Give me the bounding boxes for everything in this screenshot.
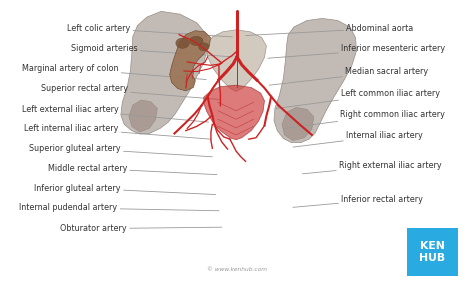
Polygon shape [282, 107, 314, 141]
Text: Internal iliac artery: Internal iliac artery [293, 131, 423, 147]
Polygon shape [204, 85, 264, 140]
Text: Median sacral artery: Median sacral artery [269, 67, 428, 85]
Text: Inferior rectal artery: Inferior rectal artery [293, 195, 423, 207]
Text: Right common iliac artery: Right common iliac artery [284, 110, 445, 128]
Ellipse shape [176, 38, 189, 48]
Polygon shape [170, 31, 210, 91]
Text: Superior gluteal artery: Superior gluteal artery [29, 144, 212, 157]
Text: Sigmoid arteries: Sigmoid arteries [71, 44, 232, 57]
Text: Abdominal aorta: Abdominal aorta [246, 24, 413, 36]
Text: Right external iliac artery: Right external iliac artery [302, 161, 442, 174]
Polygon shape [274, 18, 356, 143]
Text: Obturator artery: Obturator artery [60, 224, 222, 233]
Text: Left external iliac artery: Left external iliac artery [22, 105, 209, 122]
Text: Left internal iliac artery: Left internal iliac artery [24, 124, 211, 139]
Text: Middle rectal artery: Middle rectal artery [48, 164, 217, 175]
Polygon shape [207, 30, 266, 91]
Ellipse shape [190, 36, 203, 45]
Text: © www.kenhub.com: © www.kenhub.com [207, 267, 267, 272]
Polygon shape [121, 11, 208, 134]
FancyBboxPatch shape [407, 228, 458, 276]
Polygon shape [129, 100, 157, 132]
Text: Left colic artery: Left colic artery [67, 24, 232, 37]
Text: Internal pudendal artery: Internal pudendal artery [19, 203, 219, 212]
Text: Inferior mesenteric artery: Inferior mesenteric artery [268, 44, 446, 58]
Text: Left common iliac artery: Left common iliac artery [276, 89, 440, 108]
Text: Inferior gluteal artery: Inferior gluteal artery [35, 183, 216, 195]
Ellipse shape [199, 43, 209, 51]
Text: Superior rectal artery: Superior rectal artery [41, 84, 219, 99]
Text: KEN
HUB: KEN HUB [419, 241, 446, 263]
Text: Marginal artery of colon: Marginal artery of colon [22, 64, 206, 80]
